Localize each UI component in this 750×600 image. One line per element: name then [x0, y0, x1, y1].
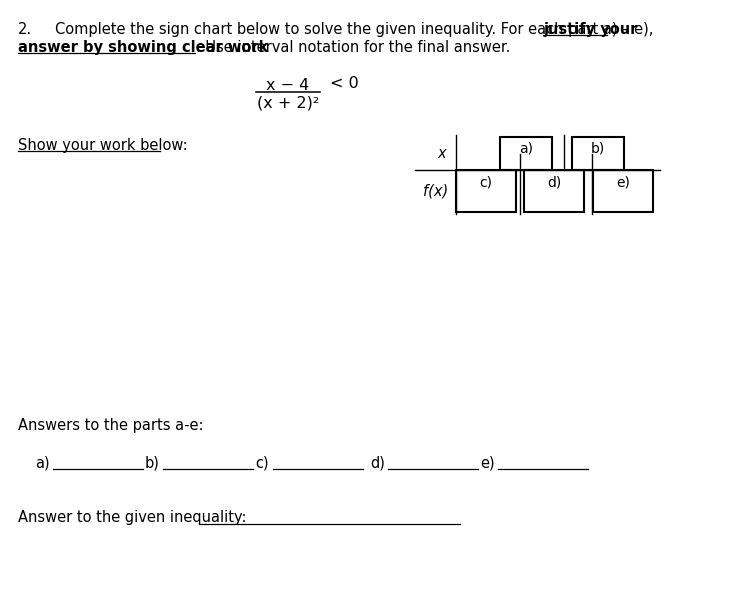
- Text: Answer to the given inequality:: Answer to the given inequality:: [18, 510, 247, 525]
- Text: (x + 2)²: (x + 2)²: [257, 95, 319, 110]
- Bar: [500, 137, 552, 170]
- Text: c): c): [255, 455, 268, 470]
- Text: d): d): [370, 455, 385, 470]
- Text: Answers to the parts a-e:: Answers to the parts a-e:: [18, 418, 203, 433]
- Text: a): a): [35, 455, 50, 470]
- Text: answer by showing clear work: answer by showing clear work: [18, 40, 268, 55]
- Text: justify your: justify your: [543, 22, 638, 37]
- Text: Show your work below:: Show your work below:: [18, 138, 188, 153]
- Text: c): c): [479, 176, 493, 190]
- Bar: [456, 170, 516, 212]
- Bar: [593, 170, 653, 212]
- Text: b): b): [145, 455, 160, 470]
- Text: x: x: [437, 146, 446, 161]
- Text: a): a): [519, 142, 533, 156]
- Bar: [572, 137, 624, 170]
- Text: Complete the sign chart below to solve the given inequality. For each part a) – : Complete the sign chart below to solve t…: [55, 22, 658, 37]
- Text: 2.: 2.: [18, 22, 32, 37]
- Text: e): e): [480, 455, 495, 470]
- Text: . Use interval notation for the final answer.: . Use interval notation for the final an…: [196, 40, 510, 55]
- Text: b): b): [591, 142, 605, 156]
- Text: e): e): [616, 176, 630, 190]
- Bar: [524, 170, 584, 212]
- Text: d): d): [547, 176, 561, 190]
- Text: f(x): f(x): [423, 184, 448, 199]
- Text: < 0: < 0: [330, 76, 358, 91]
- Text: x − 4: x − 4: [266, 78, 310, 93]
